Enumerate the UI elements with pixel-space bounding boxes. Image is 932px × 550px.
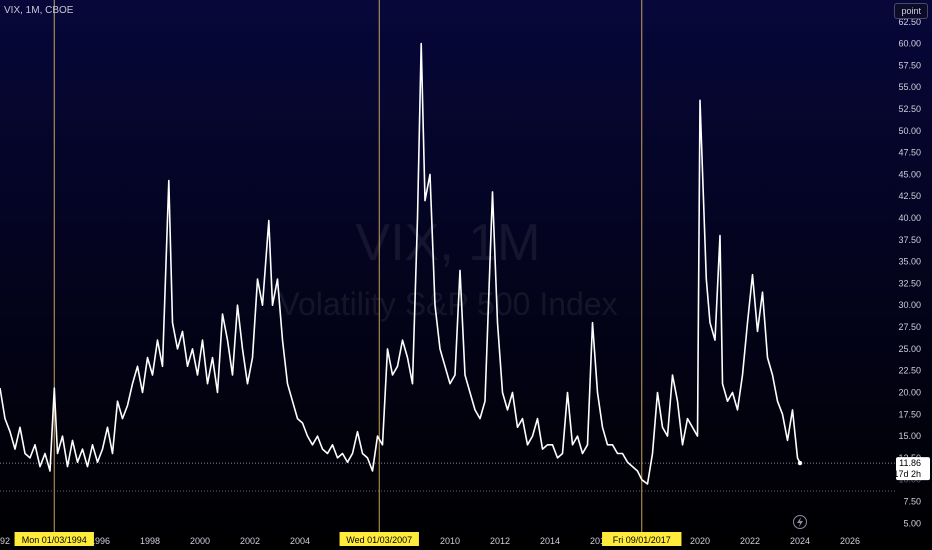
x-tick-5: 2004 (290, 536, 310, 546)
y-tick-9: 30.00 (898, 300, 921, 310)
last-value-box (896, 457, 930, 481)
y-tick-22: 62.50 (898, 17, 921, 27)
y-tick-4: 17.50 (898, 409, 921, 419)
x-tick-11: 2022 (740, 536, 760, 546)
y-tick-1: 7.50 (903, 496, 921, 506)
y-tick-3: 15.00 (898, 431, 921, 441)
x-tick-4: 2002 (240, 536, 260, 546)
x-tick-1: 1996 (90, 536, 110, 546)
x-tick-3: 2000 (190, 536, 210, 546)
y-tick-15: 45.00 (898, 169, 921, 179)
last-point-marker (797, 460, 803, 466)
event-label-bg-1 (339, 532, 419, 546)
lightning-icon-ring[interactable] (793, 515, 807, 529)
event-label-0: Mon 01/03/1994 (22, 535, 87, 545)
y-tick-21: 60.00 (898, 39, 921, 49)
y-tick-10: 32.50 (898, 278, 921, 288)
vix-series-line (0, 42, 801, 485)
y-tick-5: 20.00 (898, 387, 921, 397)
x-tick-8: 2014 (540, 536, 560, 546)
x-tick-6: 2010 (440, 536, 460, 546)
x-tick-10: 2020 (690, 536, 710, 546)
symbol-label: VIX, 1M, CBOE (4, 5, 74, 16)
price-scale-mode-button[interactable]: point (894, 3, 928, 19)
event-label-2: Fri 09/01/2017 (613, 535, 671, 545)
x-tick-13: 2026 (840, 536, 860, 546)
last-value-price: 11.86 (899, 458, 921, 468)
y-tick-19: 55.00 (898, 82, 921, 92)
y-tick-12: 37.50 (898, 235, 921, 245)
x-tick-9: 2016 (590, 536, 610, 546)
watermark-description: Volatility S&P 500 Index (278, 286, 617, 322)
y-tick-7: 25.00 (898, 344, 921, 354)
y-tick-0: 5.00 (903, 518, 921, 528)
y-tick-14: 42.50 (898, 191, 921, 201)
y-tick-16: 47.50 (898, 148, 921, 158)
y-tick-20: 57.50 (898, 60, 921, 70)
x-tick-7: 2012 (490, 536, 510, 546)
watermark-symbol: VIX, 1M (356, 214, 541, 272)
y-tick-17: 50.00 (898, 126, 921, 136)
lightning-icon[interactable] (797, 517, 803, 527)
last-value-countdown: 17d 2h (893, 469, 921, 479)
y-tick-11: 35.00 (898, 257, 921, 267)
y-tick-18: 52.50 (898, 104, 921, 114)
y-tick-8: 27.50 (898, 322, 921, 332)
x-tick-0: 1992 (0, 536, 10, 546)
y-tick-6: 22.50 (898, 366, 921, 376)
y-tick-13: 40.00 (898, 213, 921, 223)
x-tick-12: 2024 (790, 536, 810, 546)
event-label-bg-2 (602, 532, 682, 546)
event-label-bg-0 (14, 532, 94, 546)
x-tick-2: 1998 (140, 536, 160, 546)
event-label-1: Wed 01/03/2007 (346, 535, 412, 545)
